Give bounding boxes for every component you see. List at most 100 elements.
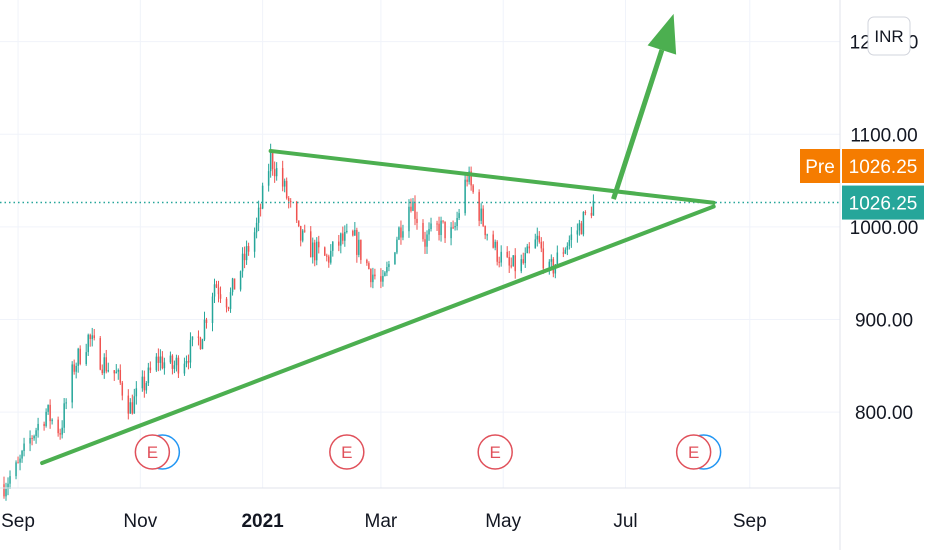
candle-up (23, 443, 25, 451)
candle-down (243, 253, 246, 261)
candle-up (396, 239, 398, 253)
candle-up (159, 356, 162, 363)
candle-down (177, 357, 180, 374)
candle-up (566, 245, 569, 250)
candle-down (492, 234, 494, 248)
candle-down (131, 402, 134, 414)
candle-up (37, 423, 39, 431)
bullish-arrow-shaft (611, 49, 665, 200)
candle-up (117, 370, 120, 372)
candle-down (472, 185, 474, 193)
candle-down (313, 242, 316, 261)
candle-down (370, 268, 372, 283)
candle-up (35, 430, 37, 436)
candle-up (213, 284, 216, 297)
candle-up (316, 241, 318, 261)
x-tick-label: Nov (123, 511, 157, 532)
candle-up (147, 367, 150, 384)
candle-up (21, 450, 23, 459)
candle-down (510, 265, 512, 267)
candle-down (580, 223, 583, 235)
candle-up (15, 462, 17, 477)
candle-up (480, 208, 482, 221)
candle-down (281, 168, 284, 187)
candle-up (578, 223, 581, 231)
candle-down (17, 462, 19, 464)
candle-up (231, 278, 234, 293)
candle-up (29, 437, 31, 444)
candle-down (121, 382, 124, 396)
candle-up (354, 229, 356, 236)
candle-up (576, 230, 579, 235)
candle-up (582, 212, 585, 235)
candle-up (261, 185, 264, 209)
candle-down (342, 233, 344, 241)
currency-label: INR (874, 27, 903, 46)
candle-up (173, 365, 176, 369)
candle-down (422, 222, 424, 240)
candle-down (590, 212, 593, 216)
candle-down (89, 334, 91, 340)
x-axis-labels: Sep Nov 2021 Mar May Jul Sep (1, 511, 767, 532)
candle-up (63, 403, 65, 428)
candle-down (380, 276, 382, 282)
candle-up (135, 388, 138, 397)
candle-up (269, 151, 272, 172)
candle-up (556, 252, 559, 265)
candle-down (309, 231, 312, 258)
candle-up (87, 334, 89, 353)
y-tick-label: 1000.00 (850, 218, 919, 239)
candle-up (388, 264, 390, 268)
candle-down (99, 338, 101, 370)
currency-button[interactable]: INR (867, 16, 911, 56)
candle-down (303, 230, 306, 232)
candle-up (229, 292, 232, 309)
candle-up (412, 201, 414, 211)
candle-up (524, 253, 527, 264)
candle-down (295, 201, 298, 221)
candle-down (161, 356, 164, 369)
candle-down (59, 433, 61, 435)
candle-up (402, 231, 404, 238)
pre-market-price-badge (842, 149, 924, 183)
candle-down (273, 169, 276, 177)
candle-up (536, 235, 539, 240)
candle-up (458, 213, 460, 219)
candle-up (494, 241, 496, 248)
candle-up (534, 239, 537, 249)
candle-up (253, 232, 256, 252)
candle-down (522, 259, 524, 264)
candle-down (538, 235, 541, 242)
candle-down (452, 227, 454, 229)
candle-up (430, 223, 432, 230)
candle-up (189, 339, 192, 363)
candle-down (3, 484, 5, 497)
candle-down (584, 212, 587, 214)
x-tick-label: Sep (1, 511, 35, 532)
candle-down (297, 220, 300, 226)
candle-up (33, 435, 35, 439)
candle-up (456, 218, 458, 227)
candle-up (141, 376, 144, 389)
candle-down (31, 437, 33, 439)
candle-up (568, 240, 571, 246)
candle-up (386, 267, 388, 273)
last-price-badge (842, 185, 924, 220)
candle-down (79, 348, 81, 365)
candle-up (5, 488, 7, 497)
candle-up (71, 364, 73, 403)
earnings-marker-label: E (688, 443, 699, 462)
candle-up (440, 220, 442, 235)
candle-down (149, 367, 152, 371)
candle-up (201, 339, 204, 350)
candle-down (374, 274, 376, 277)
pre-market-tag (800, 149, 840, 183)
candle-down (287, 198, 290, 201)
candle-down (444, 221, 446, 239)
candle-down (514, 255, 516, 272)
candle-down (127, 395, 130, 414)
candle-down (482, 208, 484, 226)
